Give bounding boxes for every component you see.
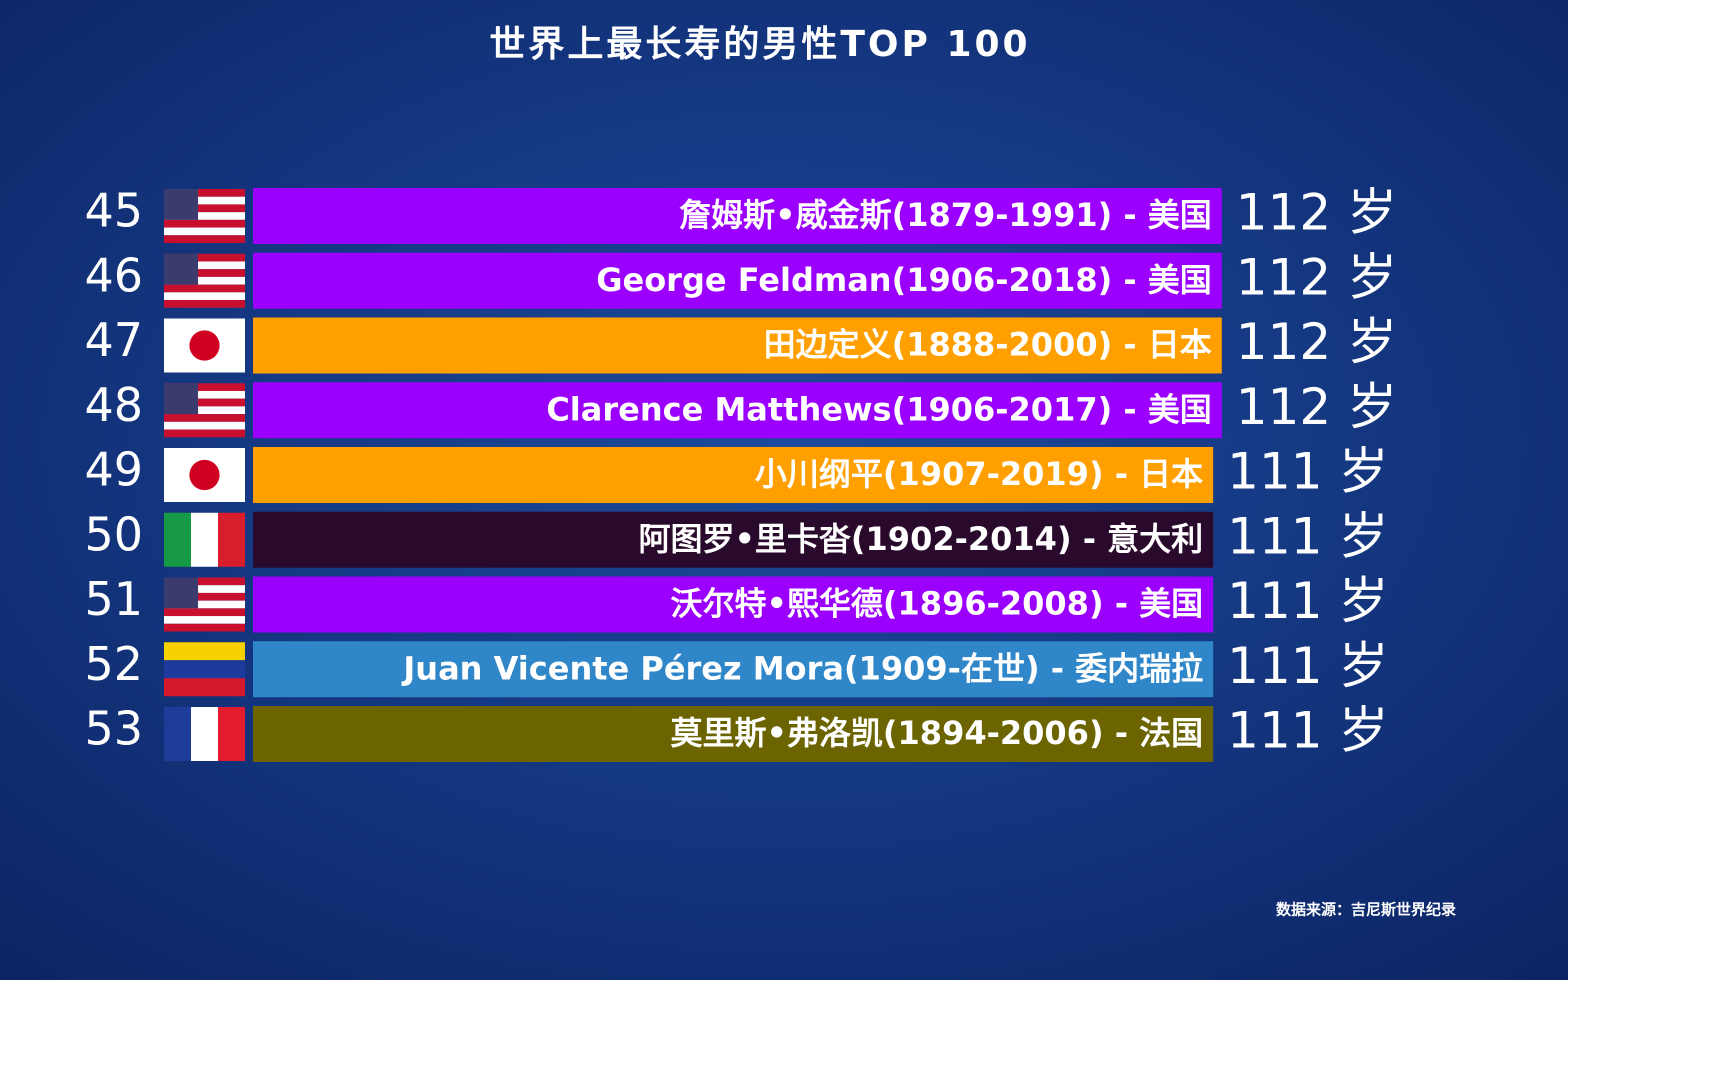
value-label: 111 岁 [1227, 507, 1388, 565]
bar-label: 阿图罗•里卡沓(1902-2014) - 意大利 [638, 520, 1203, 558]
flag-canton [164, 189, 199, 220]
flag-band [218, 512, 245, 567]
value-label: 112 岁 [1236, 313, 1397, 371]
value-label: 112 岁 [1236, 248, 1397, 306]
flag-band [164, 678, 245, 697]
flag-stripe [164, 577, 245, 586]
flag-stripe [164, 608, 245, 617]
flag-stripe [164, 429, 245, 438]
bar [253, 511, 1214, 568]
flag-stripe [164, 414, 245, 422]
flag-disc [189, 330, 220, 361]
value-label: 111 岁 [1227, 702, 1388, 760]
rank-label: 48 [84, 378, 143, 432]
value-label: 111 岁 [1227, 443, 1388, 501]
bar [253, 188, 1222, 244]
flag-band [164, 660, 245, 679]
flag-stripe [164, 292, 245, 301]
rank-label: 49 [84, 443, 143, 497]
chart: 世界上最长寿的男性TOP 100 数据来源：吉尼斯世界纪录 45 詹姆斯•威金斯(… [0, 0, 1568, 980]
rank-label: 52 [84, 637, 143, 691]
flag-stripe [164, 269, 245, 277]
flag-stripe [164, 284, 245, 293]
bar [253, 317, 1222, 374]
flag-band [164, 707, 191, 761]
rank-label: 45 [84, 184, 143, 238]
bar [253, 641, 1214, 698]
flag-band [191, 512, 218, 567]
bar-label: 詹姆斯•威金斯(1879-1991) - 美国 [679, 196, 1212, 234]
flag-stripe [164, 212, 245, 220]
flag-stripe [164, 390, 245, 399]
flag-stripe [164, 616, 245, 624]
flag-stripe [164, 592, 245, 601]
bar-label: Juan Vicente Pérez Mora(1909-在世) - 委内瑞拉 [401, 649, 1203, 687]
value-label: 111 岁 [1227, 572, 1388, 630]
flag-stripe [164, 600, 245, 609]
value-label: 112 岁 [1236, 184, 1397, 242]
flag-band [164, 642, 245, 661]
flag-stripe [164, 219, 245, 228]
flag-canton [164, 383, 199, 415]
bar [253, 252, 1222, 309]
flag-band [218, 707, 245, 761]
rank-label: 46 [84, 248, 143, 302]
flag-band [164, 512, 191, 567]
source-note: 数据来源：吉尼斯世界纪录 [1276, 901, 1456, 919]
flag-stripe [164, 235, 245, 243]
flag-stripe [164, 253, 245, 262]
flag-canton [164, 577, 199, 609]
flag-stripe [164, 227, 245, 236]
flag-stripe [164, 276, 245, 285]
flag-disc [189, 459, 220, 491]
flag-stripe [164, 585, 245, 593]
flag-stripe [164, 406, 245, 415]
bar-label: 沃尔特•熙华德(1896-2008) - 美国 [670, 585, 1203, 623]
flag-stripe [164, 421, 245, 430]
chart-title: 世界上最长寿的男性TOP 100 [489, 24, 1030, 65]
rank-label: 50 [84, 507, 143, 561]
bar-label: Clarence Matthews(1906-2017) - 美国 [546, 390, 1211, 428]
rank-label: 51 [84, 572, 143, 626]
bar-label: 莫里斯•弗洛凯(1894-2006) - 法国 [670, 714, 1203, 752]
flag-stripe [164, 398, 245, 407]
bar [253, 576, 1214, 633]
flag-stripe [164, 261, 245, 270]
value-label: 111 岁 [1227, 637, 1388, 695]
flag-stripe [164, 196, 245, 205]
value-label: 112 岁 [1236, 378, 1397, 436]
bar-label: 小川纲平(1907-2019) - 日本 [755, 455, 1203, 493]
flag-band [191, 707, 218, 761]
bar [253, 706, 1214, 762]
flag-stripe [164, 623, 245, 632]
flag-stripe [164, 383, 245, 391]
rank-label: 47 [84, 313, 143, 367]
rank-label: 53 [84, 702, 143, 756]
bar [253, 382, 1222, 439]
flag-canton [164, 253, 199, 285]
bar-label: George Feldman(1906-2018) - 美国 [596, 261, 1212, 299]
bar-label: 田边定义(1888-2000) - 日本 [764, 326, 1212, 364]
flag-stripe [164, 300, 245, 308]
flag-stripe [164, 204, 245, 213]
bar [253, 447, 1214, 503]
flag-stripe [164, 189, 245, 197]
